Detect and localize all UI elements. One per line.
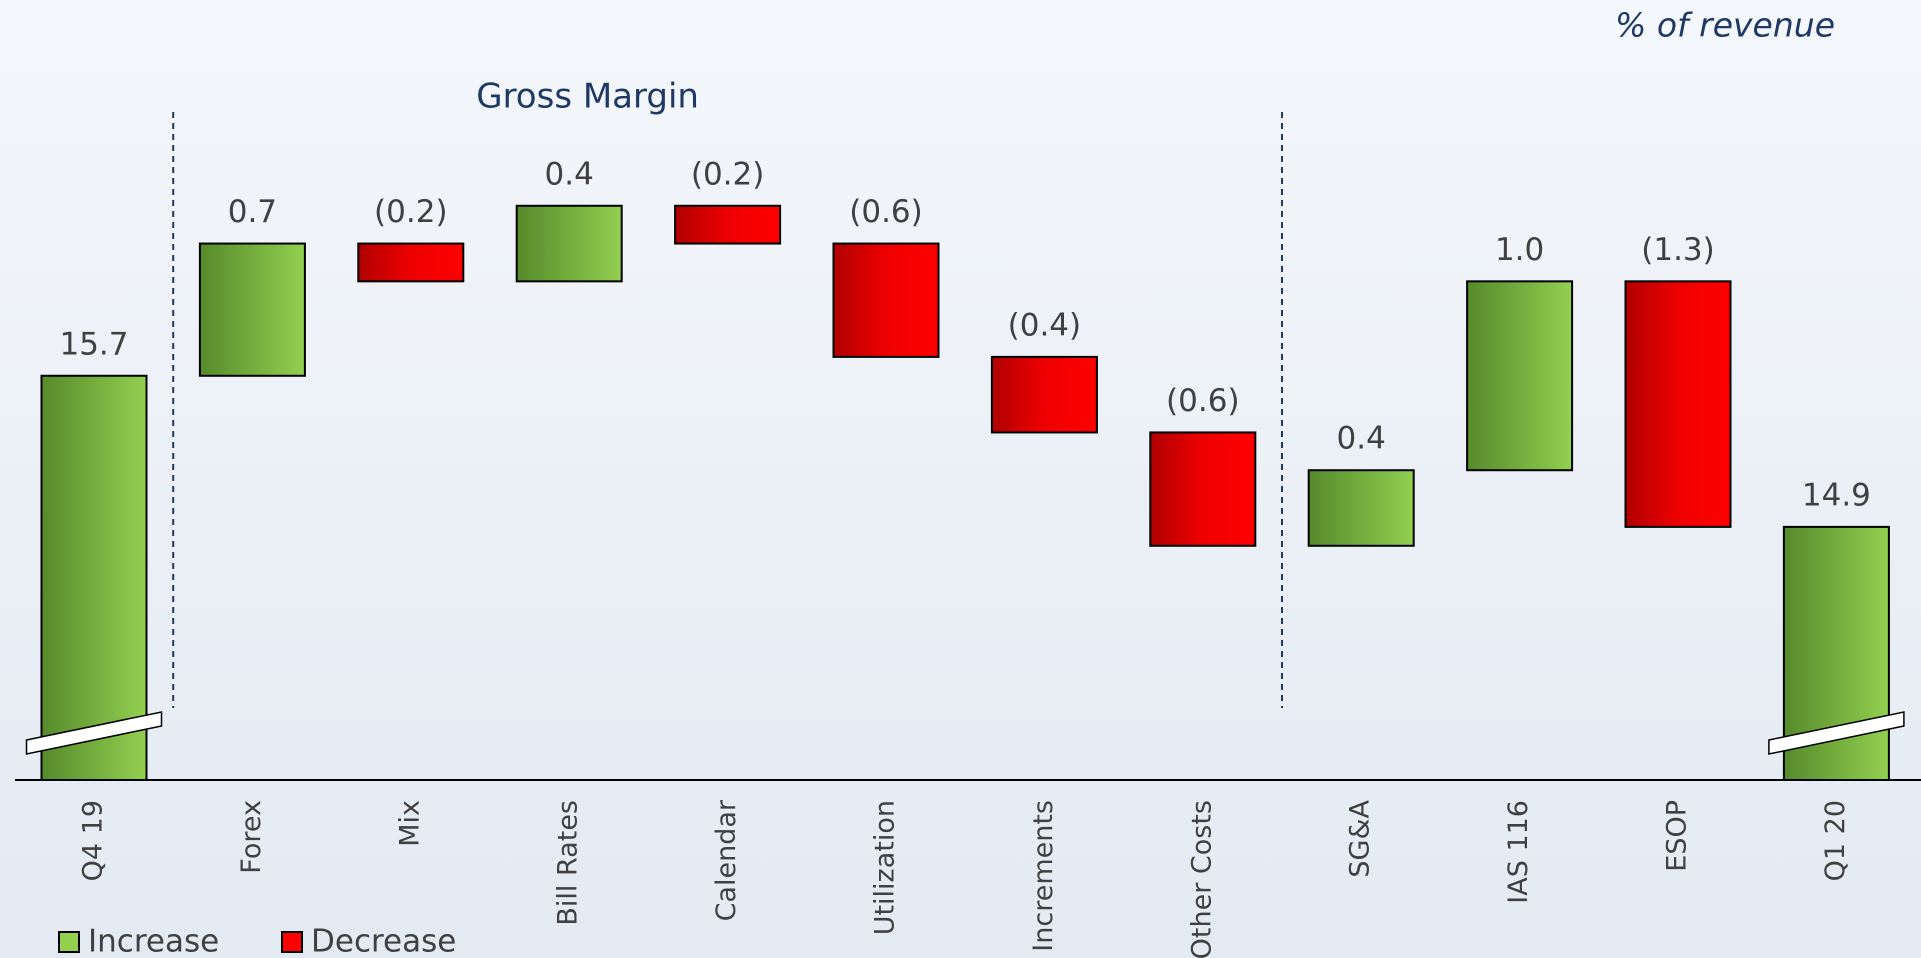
group-title: Gross Margin <box>476 77 699 117</box>
x-tick-label: Utilization <box>870 800 901 935</box>
bar <box>515 204 623 283</box>
x-tick-label: Q1 20 <box>1820 800 1851 881</box>
bar <box>674 204 782 245</box>
legend-label: Decrease <box>311 924 456 958</box>
x-tick-label: Calendar <box>711 799 742 921</box>
value-label: (0.4) <box>1008 307 1082 343</box>
bar <box>1307 469 1415 547</box>
bar <box>357 242 465 283</box>
bar <box>1149 431 1257 547</box>
value-label: (0.6) <box>1166 383 1240 419</box>
x-tick-label: Increments <box>1028 800 1059 952</box>
legend-swatch <box>58 931 80 953</box>
chart-title: % of revenue <box>1615 6 1835 45</box>
value-label: (0.6) <box>849 194 923 230</box>
x-tick-label: Bill Rates <box>553 800 584 926</box>
x-tick-label: Mix <box>394 800 425 847</box>
x-tick-label: Other Costs <box>1186 800 1217 958</box>
bar <box>990 355 1098 434</box>
axis-break <box>25 711 163 755</box>
bar <box>832 242 940 358</box>
value-label: 14.9 <box>1802 477 1871 513</box>
x-tick-label: Forex <box>236 800 267 874</box>
value-label: (0.2) <box>691 156 765 192</box>
bar <box>1624 280 1732 528</box>
value-label: 0.4 <box>1337 421 1386 457</box>
legend-label: Increase <box>88 924 219 958</box>
value-label: 0.4 <box>545 156 594 192</box>
bar <box>40 374 148 781</box>
value-label: (1.3) <box>1641 232 1715 268</box>
value-label: (0.2) <box>374 194 448 230</box>
axis-break <box>1768 711 1905 755</box>
bar <box>198 242 306 377</box>
value-label: 1.0 <box>1495 232 1544 268</box>
legend-swatch <box>281 931 303 953</box>
x-tick-label: SG&A <box>1345 799 1376 877</box>
value-label: 15.7 <box>59 326 128 362</box>
bar <box>1466 280 1574 472</box>
x-tick-label: Q4 19 <box>78 800 109 881</box>
x-tick-label: IAS 116 <box>1503 800 1534 904</box>
x-tick-label: ESOP <box>1662 800 1693 872</box>
value-label: 0.7 <box>228 194 277 230</box>
